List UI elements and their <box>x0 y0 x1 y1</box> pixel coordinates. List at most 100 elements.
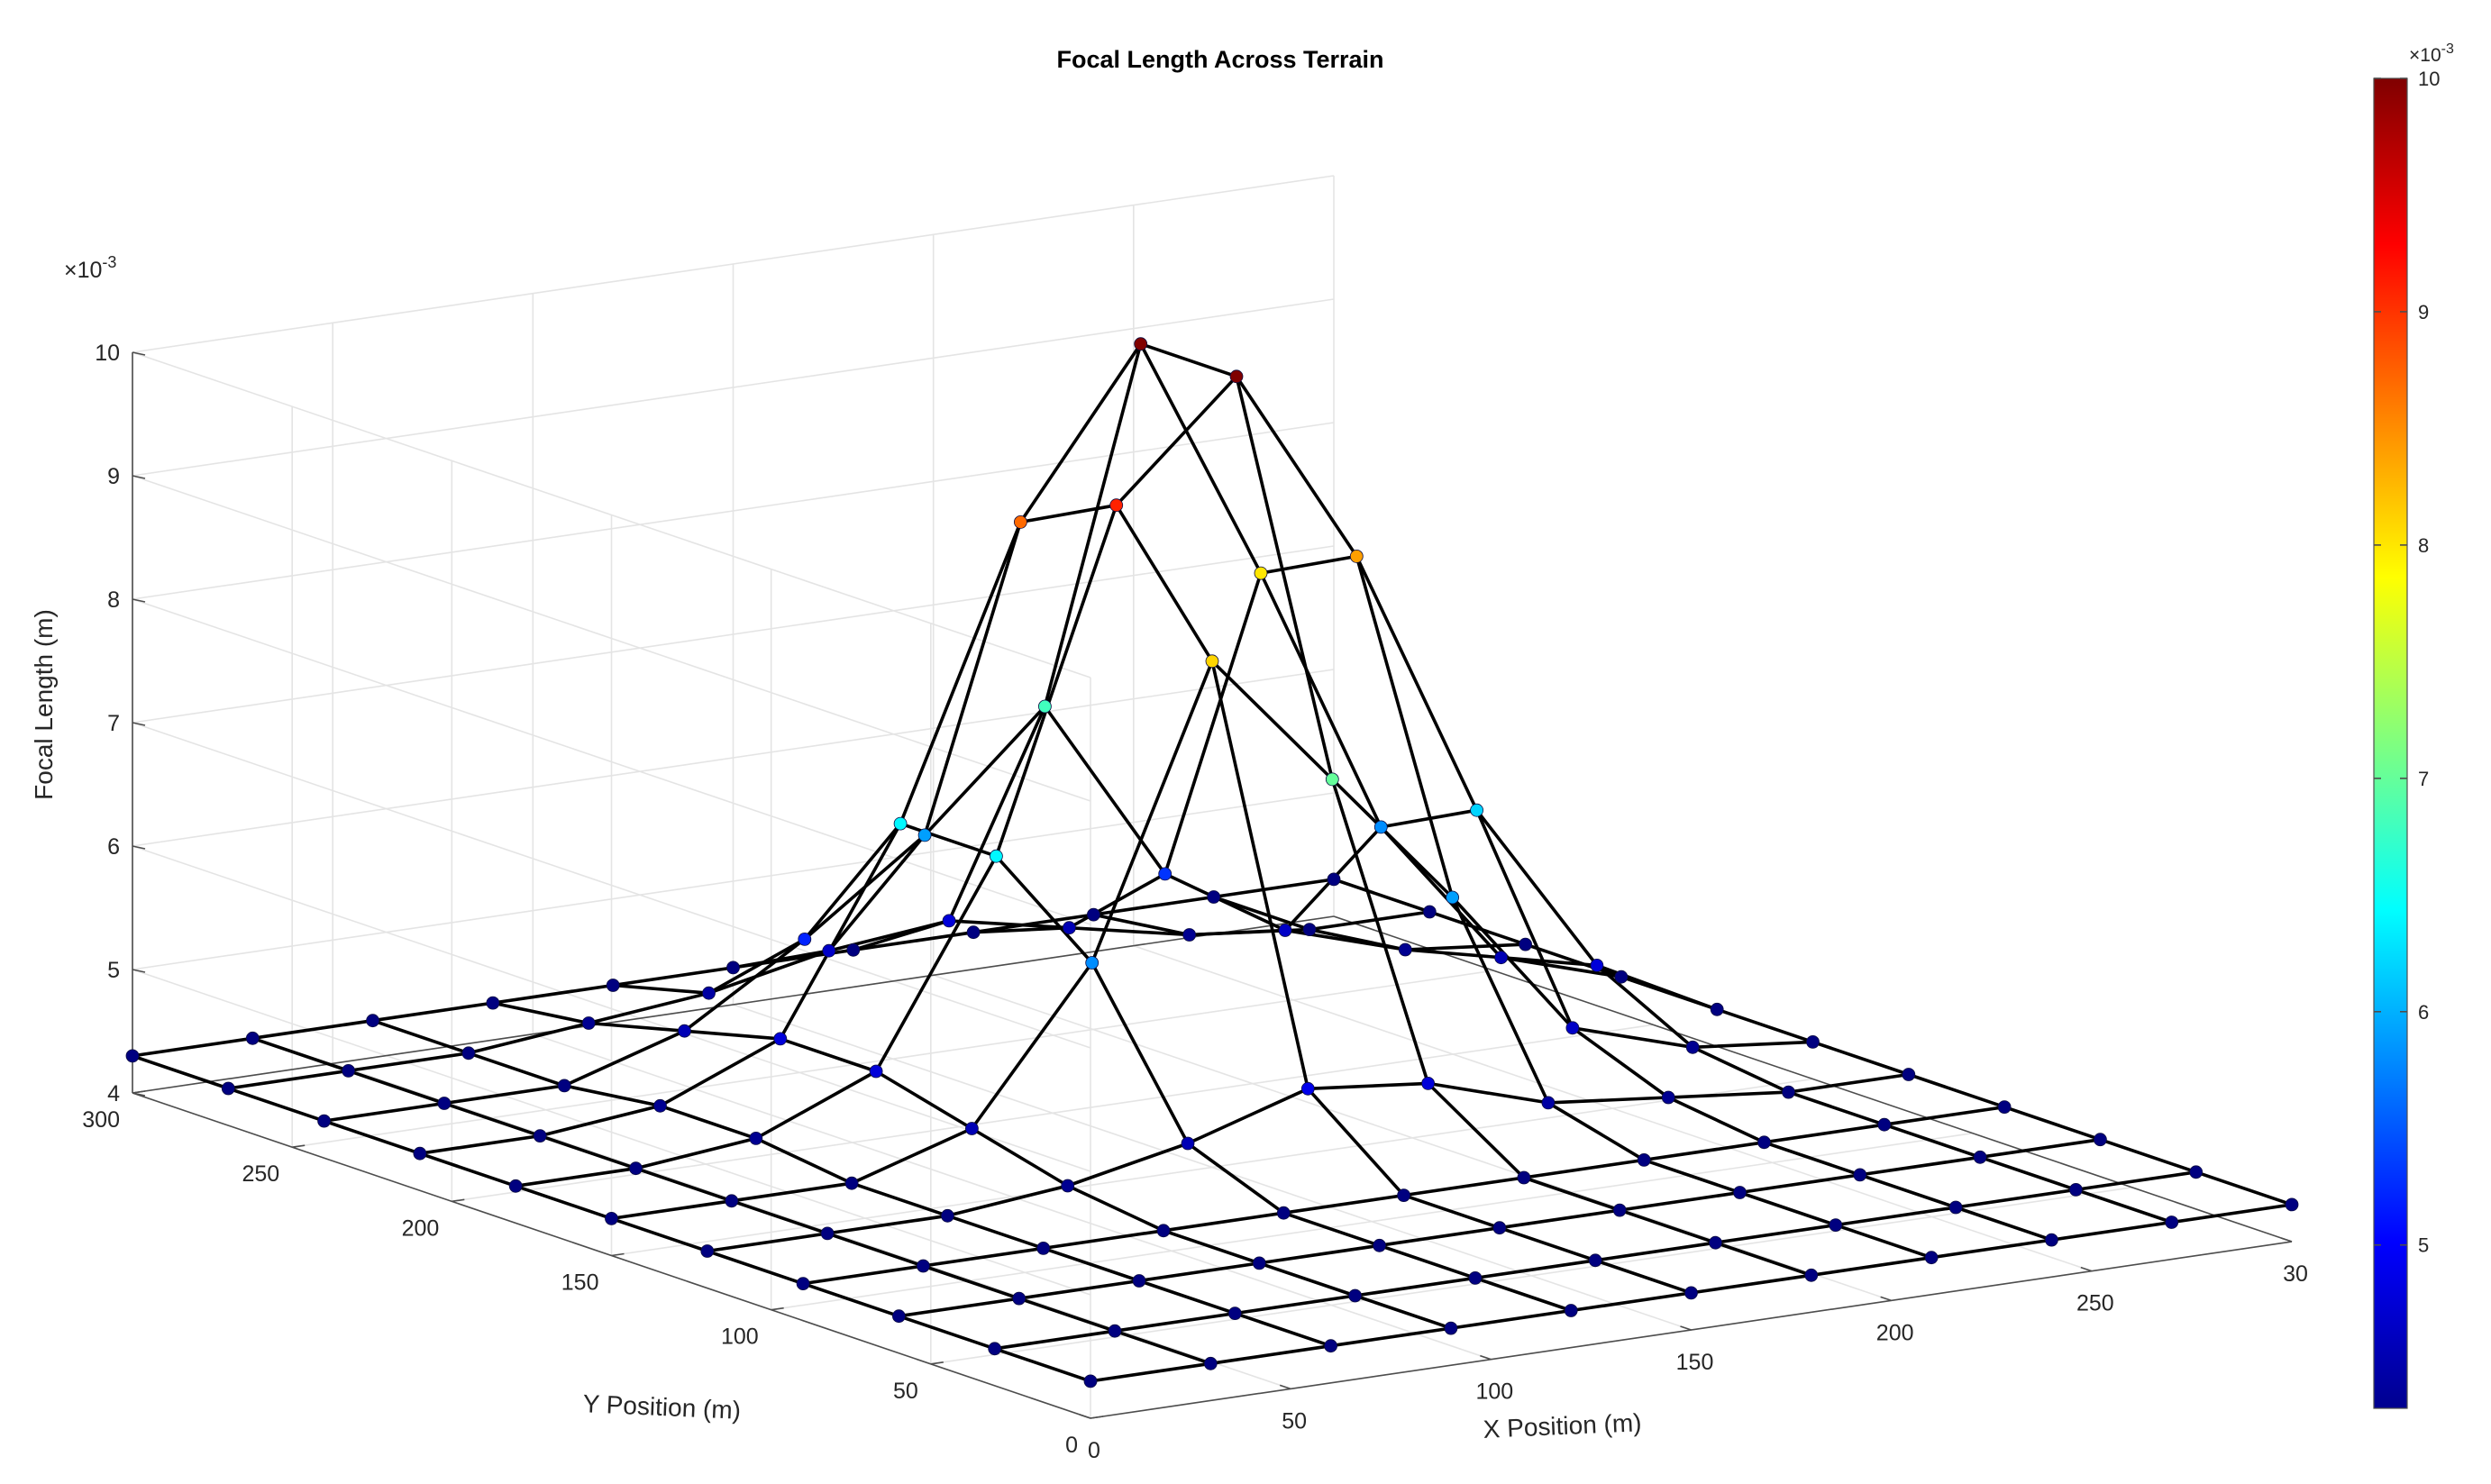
terrain-point <box>1924 1251 1939 1265</box>
terrain-point <box>844 1176 859 1190</box>
terrain-point <box>245 1031 260 1045</box>
terrain-point <box>1036 1242 1051 1255</box>
terrain-point <box>629 1161 643 1176</box>
terrain-point <box>773 1032 788 1046</box>
terrain-point <box>725 1194 739 1208</box>
terrain-point <box>1661 1090 1675 1105</box>
x-tick-mark <box>2080 1266 2093 1272</box>
terrain-point <box>1397 1188 1410 1202</box>
terrain-point <box>1468 1271 1483 1285</box>
x-tick-mark <box>1279 1384 1291 1390</box>
terrain-point <box>437 1097 452 1110</box>
y-tick-mark <box>452 1198 465 1203</box>
terrain-point <box>221 1081 235 1096</box>
terrain-point <box>869 1064 883 1079</box>
terrain-point <box>917 828 932 842</box>
terrain-point <box>1300 1081 1315 1096</box>
terrain-row-line <box>324 705 1526 1123</box>
terrain-row-line <box>515 374 1718 1188</box>
terrain-point <box>1278 924 1292 937</box>
terrain-point <box>1492 1221 1507 1235</box>
z-tick-label: 5 <box>107 958 120 983</box>
y-tick-mark <box>611 1252 625 1257</box>
terrain-point <box>1710 1002 1724 1016</box>
terrain-points <box>125 337 2299 1388</box>
terrain-point <box>2165 1215 2179 1229</box>
colorbar-tick-label: 9 <box>2418 301 2429 323</box>
terrain-point <box>1182 928 1197 942</box>
grid-layer <box>132 175 2293 1419</box>
colorbar-tick-label: 5 <box>2418 1234 2429 1257</box>
terrain-point <box>1444 1321 1458 1335</box>
z-tick-mark <box>132 969 146 973</box>
z-tick-label: 4 <box>107 1081 120 1106</box>
z-tick-mark <box>132 845 146 850</box>
colorbar-tick-label: 10 <box>2418 68 2440 90</box>
grid-line <box>930 1187 2132 1365</box>
terrain-point <box>1276 1206 1291 1220</box>
chart-title: Focal Length Across Terrain <box>1056 46 1383 73</box>
z-tick-mark <box>132 1092 146 1097</box>
terrain-point <box>1227 1306 1242 1320</box>
terrain-point <box>1349 550 1364 563</box>
terrain-point <box>1470 803 1483 817</box>
terrain-point <box>1685 1040 1700 1054</box>
x-tick-label: 250 <box>2076 1291 2114 1316</box>
terrain-point <box>700 1244 715 1258</box>
terrain-point <box>413 1146 427 1161</box>
z-tick-label: 7 <box>107 711 120 736</box>
x-tick-label: 0 <box>1088 1438 1100 1463</box>
terrain-point <box>1782 1085 1795 1099</box>
terrain-point <box>1997 1100 2012 1114</box>
terrain-point <box>1948 1200 1963 1215</box>
terrain-point <box>1014 515 1027 529</box>
terrain-point <box>342 1064 356 1078</box>
terrain-point <box>1829 1218 1843 1232</box>
terrain-point <box>798 933 812 946</box>
terrain-point <box>1902 1068 1916 1081</box>
colorbar-tick-label: 6 <box>2418 1001 2429 1024</box>
terrain-point <box>1252 1256 1266 1270</box>
terrain-point <box>486 996 500 1010</box>
terrain-point <box>605 1212 618 1225</box>
terrain-point <box>533 1129 547 1143</box>
x-tick-label: 150 <box>1676 1350 1714 1375</box>
y-tick-label: 0 <box>1065 1433 1078 1458</box>
terrain-point <box>1302 923 1317 936</box>
terrain-point <box>1158 867 1173 881</box>
grid-line <box>292 970 1494 1148</box>
z-tick-label: 9 <box>107 464 120 489</box>
terrain-point <box>125 1049 140 1063</box>
terrain-point <box>317 1114 332 1128</box>
x-tick-mark <box>2280 1237 2293 1243</box>
terrain-row-line <box>228 910 1430 1090</box>
y-axis-label: Y Position (m) <box>582 1389 742 1425</box>
floor-edge-line <box>1333 915 2293 1243</box>
terrain-point <box>461 1046 476 1061</box>
terrain-point <box>1132 1274 1146 1288</box>
terrain-point <box>1565 1021 1580 1035</box>
terrain-point <box>1541 1096 1556 1110</box>
y-tick-label: 50 <box>893 1379 918 1404</box>
z-tick-mark <box>132 351 146 356</box>
terrain-point <box>1038 699 1052 714</box>
terrain-column-line <box>853 341 1812 1278</box>
terrain-point <box>2285 1197 2299 1212</box>
terrain-point <box>965 1122 979 1135</box>
terrain-point <box>988 1342 1002 1356</box>
terrain-point <box>1063 921 1076 935</box>
terrain-point <box>508 1179 523 1193</box>
terrain-point <box>1612 1203 1627 1217</box>
terrain-point <box>1012 1291 1027 1306</box>
terrain-point <box>749 1132 763 1145</box>
terrain-point <box>1087 907 1100 922</box>
terrain-point <box>1637 1153 1651 1167</box>
y-tick-mark <box>771 1306 784 1311</box>
colorbar-tick-label: 7 <box>2418 768 2429 790</box>
terrain-point <box>1421 1077 1435 1090</box>
terrain-point <box>1757 1135 1771 1150</box>
terrain-point <box>846 942 861 957</box>
terrain-point <box>581 1016 596 1030</box>
x-axis-label: X Position (m) <box>1483 1408 1642 1443</box>
